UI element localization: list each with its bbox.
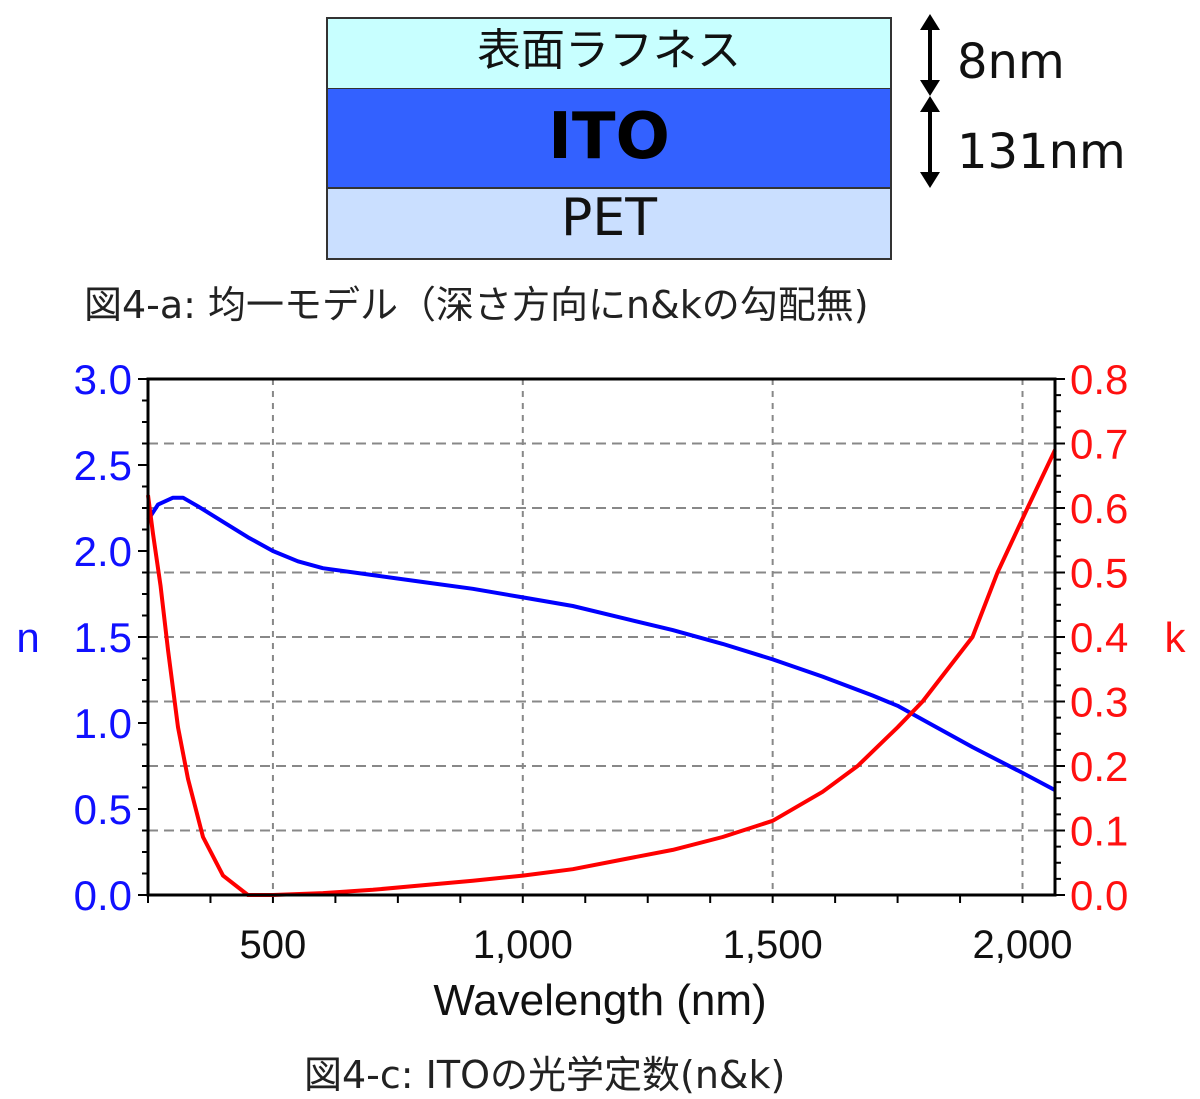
y-tick-label: 2.0	[74, 528, 132, 575]
thickness-arrows-icon	[920, 14, 940, 188]
series-line-n	[146, 495, 1056, 792]
y-tick-label: 0.0	[74, 872, 132, 919]
y2-axis-label: k	[1165, 614, 1187, 661]
x-tick-label: 1,500	[723, 923, 823, 967]
y2-tick-label: 0.6	[1070, 485, 1128, 532]
x-tick-label: 2,000	[972, 923, 1072, 967]
x-tick-label: 1,000	[473, 923, 573, 967]
arrow-down-icon	[920, 172, 940, 188]
layer-label: PET	[561, 188, 657, 248]
y-axis-label: n	[16, 614, 39, 661]
y-tick-label: 0.5	[74, 786, 132, 833]
ito-thickness: 131nm	[957, 124, 1126, 180]
diagram-caption: 図4-a: 均一モデル（深さ方向にn&kの勾配無)	[84, 283, 869, 327]
roughness-thickness: 8nm	[957, 34, 1065, 90]
y-tick-label: 1.5	[74, 614, 132, 661]
series	[146, 449, 1057, 897]
y2-tick-label: 0.1	[1070, 808, 1128, 855]
layer-label: 表面ラフネス	[477, 25, 741, 76]
y-tick-label: 2.5	[74, 442, 132, 489]
series-line-k	[146, 449, 1057, 897]
grid	[148, 379, 1055, 895]
x-tick-label: 500	[240, 923, 307, 967]
layer-surface-roughness: 表面ラフネス	[326, 17, 892, 89]
y2-tick-label: 0.4	[1070, 614, 1128, 661]
arrow-up-icon	[920, 14, 940, 30]
y2-tick-label: 0.0	[1070, 872, 1128, 919]
y2-tick-label: 0.8	[1070, 356, 1128, 403]
ticks	[138, 378, 1065, 903]
arrow-down-icon	[920, 80, 940, 96]
plot-frame	[146, 377, 1057, 897]
y-tick-label: 1.0	[74, 700, 132, 747]
x-axis-label: Wavelength (nm)	[433, 976, 766, 1025]
y2-tick-label: 0.5	[1070, 550, 1128, 597]
y2-tick-label: 0.2	[1070, 743, 1128, 790]
y2-tick-label: 0.7	[1070, 421, 1128, 468]
chart-caption: 図4-c: ITOの光学定数(n&k)	[304, 1053, 786, 1097]
y2-tick-label: 0.3	[1070, 679, 1128, 726]
layer-label: ITO	[548, 100, 670, 174]
layer-pet: PET	[326, 187, 892, 260]
arrow-up-icon	[920, 96, 940, 112]
tick-labels: 500 1,000 1,500 2,0000.00.51.01.52.02.53.00…	[74, 356, 1129, 967]
y-tick-label: 3.0	[74, 356, 132, 403]
